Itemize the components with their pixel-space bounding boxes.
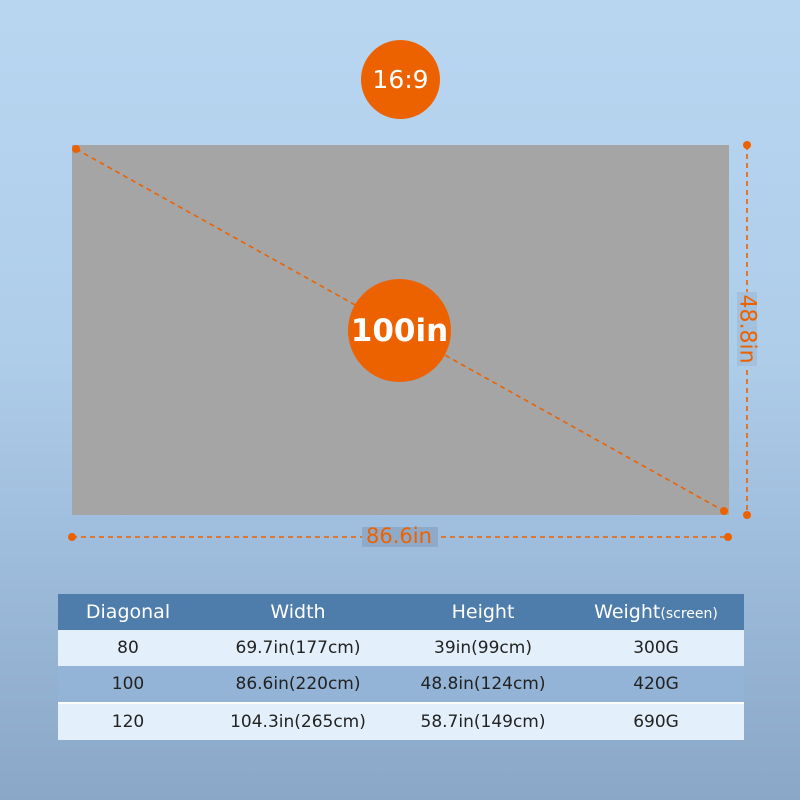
cell-weight: 300G	[568, 630, 744, 666]
header-diagonal: Diagonal	[58, 594, 198, 630]
cell-width: 104.3in(265cm)	[198, 702, 398, 740]
table-row: 120 104.3in(265cm) 58.7in(149cm) 690G	[58, 702, 744, 740]
table-row: 80 69.7in(177cm) 39in(99cm) 300G	[58, 630, 744, 666]
cell-width: 69.7in(177cm)	[198, 630, 398, 666]
width-dimension-label: 86.6in	[366, 524, 432, 548]
cell-width: 86.6in(220cm)	[198, 666, 398, 703]
diagonal-start-dot	[72, 145, 80, 153]
table-row: 100 86.6in(220cm) 48.8in(124cm) 420G	[58, 666, 744, 703]
aspect-ratio-badge: 16:9	[361, 40, 440, 119]
cell-diagonal: 80	[58, 630, 198, 666]
header-height: Height	[398, 594, 568, 630]
cell-weight: 690G	[568, 702, 744, 740]
width-end-dot	[724, 533, 732, 541]
header-width: Width	[198, 594, 398, 630]
aspect-ratio-text: 16:9	[372, 65, 429, 94]
cell-weight: 420G	[568, 666, 744, 703]
cell-height: 48.8in(124cm)	[398, 666, 568, 703]
cell-height: 58.7in(149cm)	[398, 702, 568, 740]
diagonal-size-badge: 100in	[348, 279, 451, 382]
diagonal-end-dot	[720, 507, 728, 515]
height-end-dot	[743, 511, 751, 519]
header-weight-note: (screen)	[660, 606, 718, 622]
header-weight-label: Weight	[594, 601, 661, 623]
size-spec-table: Diagonal Width Height Weight(screen) 80 …	[58, 594, 744, 740]
header-weight: Weight(screen)	[568, 594, 744, 630]
height-dimension-label: 48.8in	[734, 294, 760, 364]
cell-diagonal: 100	[58, 666, 198, 703]
diagonal-size-text: 100in	[350, 312, 449, 349]
width-start-dot	[68, 533, 76, 541]
table-header-row: Diagonal Width Height Weight(screen)	[58, 594, 744, 630]
cell-height: 39in(99cm)	[398, 630, 568, 666]
cell-diagonal: 120	[58, 702, 198, 740]
height-start-dot	[743, 141, 751, 149]
